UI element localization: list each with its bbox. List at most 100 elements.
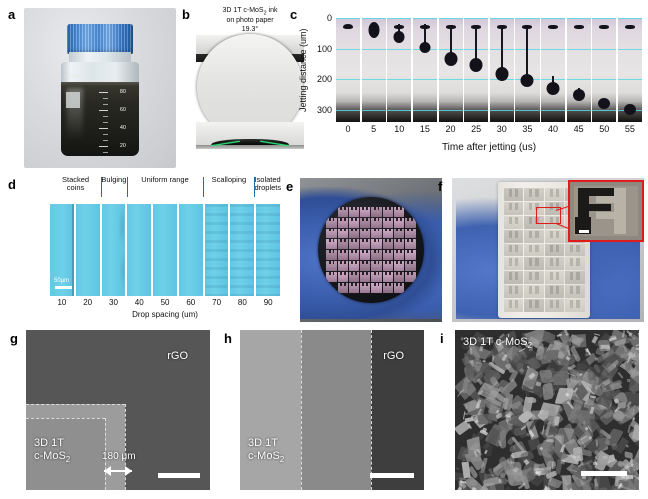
wafer-die: [360, 283, 371, 294]
flexible-die: [503, 201, 524, 215]
wafer-die: [371, 228, 382, 239]
nanoflake-highlight: [546, 438, 555, 443]
sem-h-dash-left: [300, 330, 302, 490]
jetting-nozzle-meniscus: [624, 24, 635, 29]
flexible-die: [503, 271, 524, 285]
jetting-nozzle-meniscus: [445, 24, 456, 29]
jetting-frame: [464, 18, 489, 122]
graduation-tick-major: [99, 146, 108, 147]
wafer-die: [326, 228, 337, 239]
wafer-die: [393, 217, 405, 228]
jetting-y-axis-label: Jetting distance (um): [298, 28, 308, 112]
wafer-die: [326, 272, 337, 283]
drop-spacing-x-tick: 60: [186, 298, 196, 307]
wafer-die: [326, 239, 337, 250]
panel-label-a: a: [8, 7, 16, 22]
flexible-die: [503, 243, 524, 257]
drop-spacing-x-tick: 40: [134, 298, 144, 307]
inset-device: [574, 186, 638, 236]
flexible-die: [565, 299, 585, 313]
graduation-tick-minor: [103, 134, 108, 135]
jetting-droplet: [368, 21, 380, 38]
wafer-die: [393, 261, 405, 272]
drop-spacing-strip: 50μm: [50, 204, 74, 296]
panel-d-drop-spacing: Stacked coins Bulging Uniform range Scallopi…: [24, 175, 282, 322]
inset-contact-pad-left: [575, 217, 591, 234]
jetting-gridline: [566, 109, 591, 111]
sem-g-mos2-patch-inner: [26, 418, 106, 490]
flexible-die: [565, 257, 585, 271]
ca-substrate-0: on photo paper: [226, 16, 274, 24]
inset-counter-finger-top: [595, 196, 617, 203]
drop-spacing-x-tick: 90: [263, 298, 273, 307]
jetting-ligament: [423, 24, 426, 48]
jetting-nozzle-meniscus: [599, 24, 610, 29]
sem-i-scalebar: [581, 471, 627, 476]
panel-a-ink-bottle-photo: DURAN 80 60 40 20: [24, 8, 176, 168]
jetting-gridline: [387, 48, 412, 50]
graduation-tick-major: [99, 128, 108, 129]
panel-f-flexible-array: [452, 178, 644, 322]
nanoflake-highlight: [535, 380, 542, 386]
wafer-die: [371, 206, 382, 217]
drop-spacing-scalebar-label: 50μm: [54, 278, 70, 284]
regime-label-line: droplets: [254, 183, 282, 193]
flexible-die-array: [503, 187, 585, 313]
wafer-die: [348, 217, 360, 228]
panel-label-f: f: [438, 179, 443, 194]
jetting-x-tick: 55: [624, 124, 635, 134]
nanoflake-highlight: [625, 444, 629, 449]
silicon-wafer: [318, 197, 424, 303]
jetting-y-axis-ticks: 0 100 200 300: [312, 13, 334, 122]
graduation-tick-major: [99, 92, 108, 93]
wafer-die: [382, 272, 393, 283]
wafer-die: [337, 283, 348, 294]
wafer-die: [337, 261, 348, 272]
flexible-die: [524, 257, 544, 271]
flexible-die: [524, 187, 544, 201]
flexible-die: [524, 229, 544, 243]
nanoflake-highlight: [594, 449, 599, 455]
flexible-die: [544, 201, 565, 215]
jetting-nozzle-meniscus: [496, 24, 507, 29]
wafer-die: [393, 239, 405, 250]
nanoflake-highlight: [638, 470, 639, 473]
jetting-x-tick: 50: [599, 124, 610, 134]
drop-spacing-regime-label: Stacked coins: [50, 175, 101, 193]
jetting-ligament: [475, 25, 478, 65]
graduation-tick-minor: [103, 152, 108, 153]
flexible-die: [565, 285, 585, 299]
bottle-graduations: 80 60 40 20: [99, 86, 126, 153]
jetting-droplet: [623, 104, 636, 116]
sem-g-dash-outer-top: [26, 403, 126, 405]
sem-h-dash-right: [370, 330, 372, 490]
inset-callout-box: [536, 206, 562, 225]
drop-spacing-x-tick: 20: [83, 298, 93, 307]
flexible-die: [544, 299, 565, 313]
contact-angle-image-glass: [196, 122, 304, 150]
jetting-gridline: [464, 109, 489, 111]
sem-image-h: rGO 3D 1T c-MoS2: [240, 330, 424, 490]
jetting-droplet: [520, 73, 534, 87]
strip-scalloping-texture: [230, 204, 255, 296]
jetting-droplet: [572, 89, 585, 102]
jetting-gridline: [438, 18, 463, 19]
jetting-droplet: [598, 97, 611, 109]
jetting-gridline: [617, 79, 642, 81]
sem-g-label-rgo: rGO: [167, 350, 188, 362]
sem-h-scalebar: [370, 473, 414, 478]
wafer-die: [360, 250, 371, 261]
wafer-die: [405, 239, 416, 250]
sem-h-label-rgo: rGO: [383, 350, 404, 362]
bottle-brand-text: DURAN: [64, 74, 82, 80]
nanoflake: [529, 409, 550, 420]
sem-h-band-middle: [300, 330, 371, 490]
nanoflake: [621, 479, 639, 490]
panel-label-d: d: [8, 177, 16, 192]
jetting-x-tick: 10: [394, 124, 405, 134]
regime-divider: [203, 177, 205, 197]
inset-electrode-finger-mid: [577, 204, 612, 211]
strip-edge: [71, 204, 74, 296]
sem-h-mos2-line2: c-MoS: [248, 449, 280, 462]
